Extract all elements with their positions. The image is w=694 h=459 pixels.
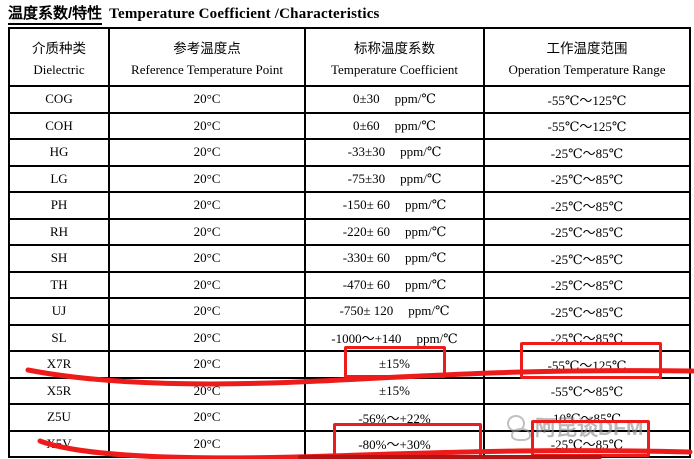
cell-op-range: -25℃～85℃ [483, 270, 691, 299]
table-row: PH 20°C -150± 60 ppm/℃ -25℃～85℃ [8, 191, 691, 220]
header-row: 介质种类 Dielectric 参考温度点 Reference Temperat… [8, 27, 691, 87]
table-row: HG 20°C -33±30 ppm/℃ -25℃～85℃ [8, 138, 691, 167]
cell-dielectric: LG [8, 164, 110, 193]
cell-dielectric: TH [8, 270, 110, 299]
cell-dielectric: HG [8, 138, 110, 167]
cell-temp-coefficient: -330± 60 ppm/℃ [304, 244, 485, 273]
cell-temp-coefficient: -56%～+22% [304, 403, 485, 432]
page-title: 温度系数/特性 Temperature Coefficient /Characte… [8, 2, 380, 25]
cell-ref-temp: 20°C [108, 191, 306, 220]
cell-dielectric: COH [8, 111, 110, 140]
cell-dielectric: PH [8, 191, 110, 220]
cell-op-range: -25℃～85℃ [483, 191, 691, 220]
table-row: COG 20°C 0±30 ppm/℃ -55℃～125℃ [8, 85, 691, 114]
cell-op-range: -55℃～125℃ [483, 111, 691, 140]
cell-temp-coefficient: -75±30 ppm/℃ [304, 164, 485, 193]
cell-dielectric: X7R [8, 350, 110, 379]
header-dielectric: 介质种类 Dielectric [8, 27, 110, 87]
page-title-zh: 温度系数/特性 [8, 5, 103, 25]
header-operation-temperature-range: 工作温度范围 Operation Temperature Range [483, 27, 691, 87]
table-row: Z5U 20°C -56%～+22% 10℃～85℃ [8, 403, 691, 432]
cell-ref-temp: 20°C [108, 138, 306, 167]
cell-ref-temp: 20°C [108, 376, 306, 405]
cell-dielectric: RH [8, 217, 110, 246]
cell-op-range: -25℃～85℃ [483, 429, 691, 458]
table-row: COH 20°C 0±60 ppm/℃ -55℃～125℃ [8, 111, 691, 140]
cell-dielectric: SH [8, 244, 110, 273]
cell-temp-coefficient: 0±30 ppm/℃ [304, 85, 485, 114]
cell-dielectric: SL [8, 323, 110, 352]
cell-temp-coefficient: -1000～+140 ppm/℃ [304, 323, 485, 352]
cell-ref-temp: 20°C [108, 403, 306, 432]
table-row: TH 20°C -470± 60 ppm/℃ -25℃～85℃ [8, 270, 691, 299]
cell-dielectric: X5V [8, 429, 110, 458]
cell-dielectric: UJ [8, 297, 110, 326]
cell-temp-coefficient: ±15% [304, 376, 485, 405]
table-row: RH 20°C -220± 60 ppm/℃ -25℃～85℃ [8, 217, 691, 246]
header-temperature-coefficient: 标称温度系数 Temperature Coefficient [304, 27, 485, 87]
page-title-en: Temperature Coefficient /Characteristics [109, 6, 380, 22]
cell-op-range: -25℃～85℃ [483, 164, 691, 193]
cell-op-range: -25℃～85℃ [483, 138, 691, 167]
cell-ref-temp: 20°C [108, 217, 306, 246]
cell-ref-temp: 20°C [108, 244, 306, 273]
cell-op-range: -25℃～85℃ [483, 244, 691, 273]
table-row: LG 20°C -75±30 ppm/℃ -25℃～85℃ [8, 164, 691, 193]
cell-op-range: 10℃～85℃ [483, 403, 691, 432]
header-reference-temperature: 参考温度点 Reference Temperature Point [108, 27, 306, 87]
cell-ref-temp: 20°C [108, 429, 306, 458]
cell-ref-temp: 20°C [108, 323, 306, 352]
table-row: UJ 20°C -750± 120 ppm/℃ -25℃～85℃ [8, 297, 691, 326]
cell-ref-temp: 20°C [108, 350, 306, 379]
cell-op-range: -55℃～85℃ [483, 376, 691, 405]
table-row-x7r: X7R 20°C ±15% -55℃～125℃ [8, 350, 691, 379]
cell-ref-temp: 20°C [108, 111, 306, 140]
cell-op-range: -25℃～85℃ [483, 297, 691, 326]
cell-dielectric: COG [8, 85, 110, 114]
table-row-x5v: X5V 20°C -80%～+30% -25℃～85℃ [8, 429, 691, 458]
table-row: X5R 20°C ±15% -55℃～85℃ [8, 376, 691, 405]
cell-temp-coefficient: ±15% [304, 350, 485, 379]
table-row: SL 20°C -1000～+140 ppm/℃ -25℃～85℃ [8, 323, 691, 352]
dielectric-spec-table: 介质种类 Dielectric 参考温度点 Reference Temperat… [8, 27, 691, 458]
cell-temp-coefficient: -750± 120 ppm/℃ [304, 297, 485, 326]
cell-ref-temp: 20°C [108, 164, 306, 193]
cell-op-range: -25℃～85℃ [483, 217, 691, 246]
cell-ref-temp: 20°C [108, 297, 306, 326]
cell-op-range: -55℃～125℃ [483, 85, 691, 114]
cell-temp-coefficient: -33±30 ppm/℃ [304, 138, 485, 167]
cell-temp-coefficient: -220± 60 ppm/℃ [304, 217, 485, 246]
cell-ref-temp: 20°C [108, 270, 306, 299]
cell-op-range: -25℃～85℃ [483, 323, 691, 352]
cell-temp-coefficient: 0±60 ppm/℃ [304, 111, 485, 140]
cell-dielectric: Z5U [8, 403, 110, 432]
cell-dielectric: X5R [8, 376, 110, 405]
cell-temp-coefficient: -80%～+30% [304, 429, 485, 458]
table-row: SH 20°C -330± 60 ppm/℃ -25℃～85℃ [8, 244, 691, 273]
cell-temp-coefficient: -150± 60 ppm/℃ [304, 191, 485, 220]
cell-op-range: -55℃～125℃ [483, 350, 691, 379]
cell-temp-coefficient: -470± 60 ppm/℃ [304, 270, 485, 299]
cell-ref-temp: 20°C [108, 85, 306, 114]
